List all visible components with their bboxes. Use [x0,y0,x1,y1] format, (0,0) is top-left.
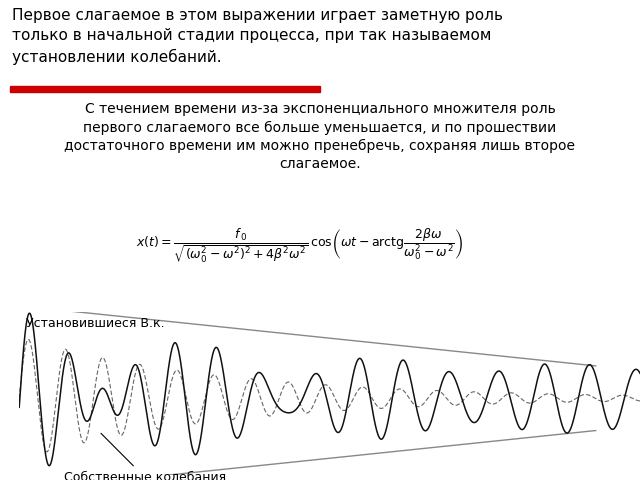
Text: Первое слагаемое в этом выражении играет заметную роль
только в начальной стадии: Первое слагаемое в этом выражении играет… [12,8,503,65]
Text: Установившиеся В.к.: Установившиеся В.к. [26,317,164,330]
Text: Собственные колебания: Собственные колебания [63,433,226,480]
Bar [10,86,320,92]
Text: $x(\mathit{t}) = \dfrac{f_{\,0}}{\sqrt{(\omega_0^2-\omega^2)^2+4\beta^2\omega^2}: $x(\mathit{t}) = \dfrac{f_{\,0}}{\sqrt{(… [136,227,463,265]
Text: С течением времени из-за экспоненциального множителя роль
первого слагаемого все: С течением времени из-за экспоненциально… [65,102,575,171]
